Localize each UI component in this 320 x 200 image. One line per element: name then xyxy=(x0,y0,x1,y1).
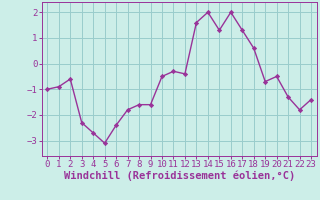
X-axis label: Windchill (Refroidissement éolien,°C): Windchill (Refroidissement éolien,°C) xyxy=(64,171,295,181)
